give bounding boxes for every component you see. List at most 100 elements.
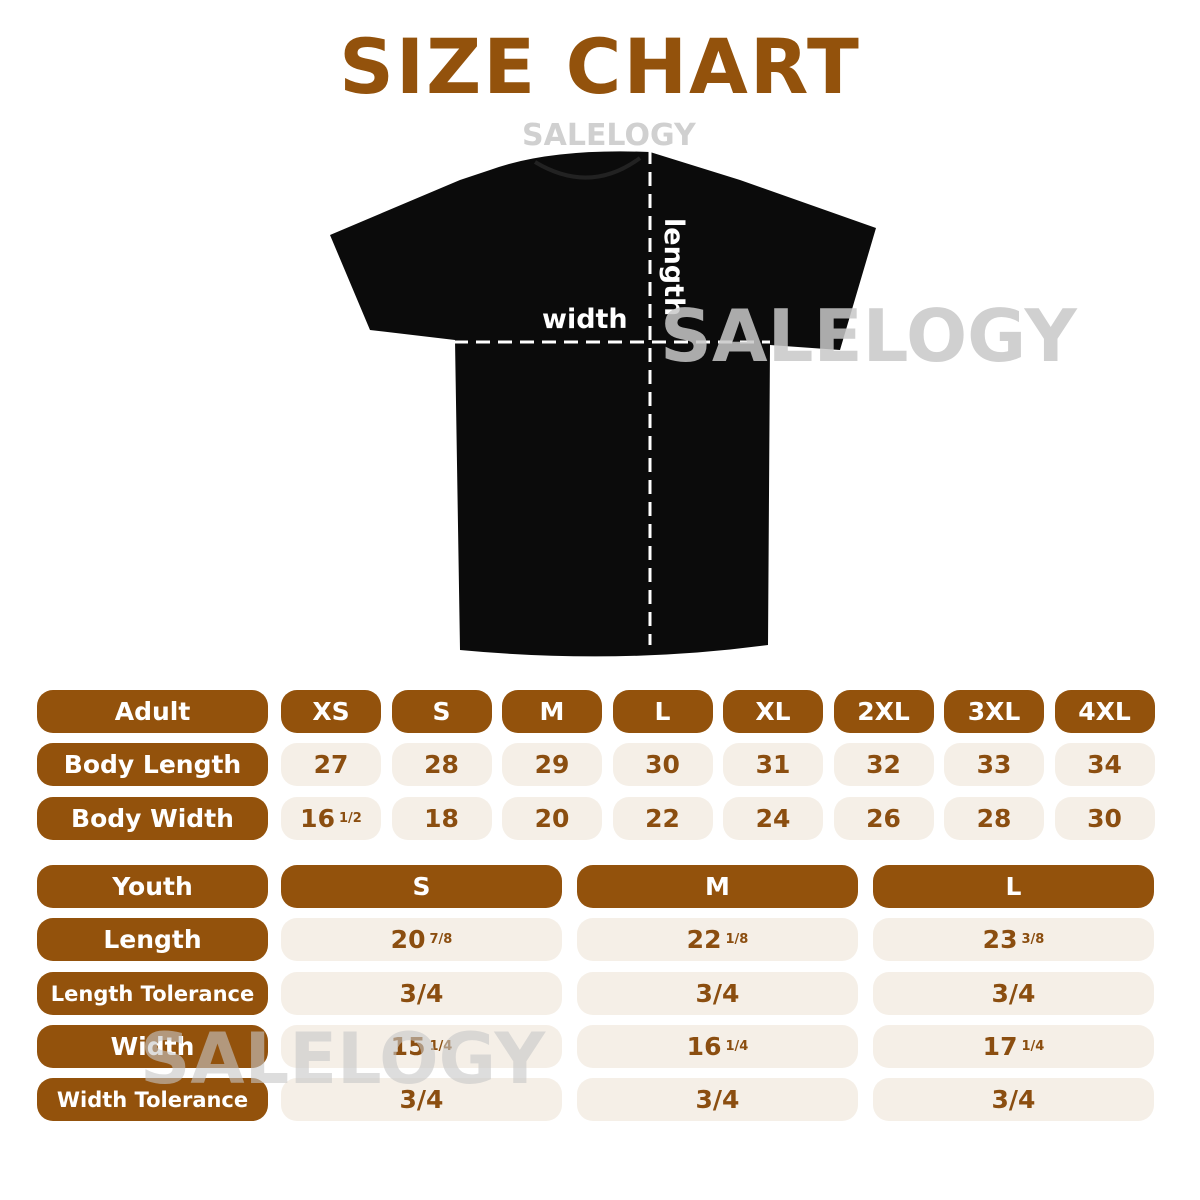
value-cell: 20 7/8 (281, 918, 562, 961)
cell-text: XS (312, 697, 350, 726)
cell-text: 20 (390, 925, 426, 954)
cell-text: Youth (112, 872, 193, 901)
value-cell: 3/4 (281, 972, 562, 1015)
cell-text: 34 (1087, 750, 1122, 779)
value-cell: 29 (502, 743, 602, 786)
size-header: S (391, 690, 492, 733)
cell-text: 16 (686, 1032, 722, 1061)
cell-text: Width (110, 1032, 195, 1061)
row-label: Body Width (37, 797, 268, 840)
cell-text: 30 (645, 750, 680, 779)
value-cell: 16 1/4 (577, 1025, 858, 1068)
cell-fraction: 1/4 (429, 1039, 453, 1054)
value-cell: 3/4 (577, 972, 858, 1015)
cell-text: 3/4 (695, 1085, 740, 1114)
row-label: Length Tolerance (37, 972, 268, 1015)
value-cell: 3/4 (577, 1078, 858, 1121)
adult-header: Adult (37, 690, 268, 733)
cell-text: 3/4 (399, 1085, 444, 1114)
value-cell: 18 (391, 797, 492, 840)
cell-text: 28 (424, 750, 459, 779)
cell-text: Body Width (71, 804, 234, 833)
row-label: Width (37, 1025, 268, 1068)
size-header: M (502, 690, 602, 733)
size-header: 3XL (944, 690, 1044, 733)
value-cell: 30 (1054, 797, 1155, 840)
cell-text: Width Tolerance (56, 1087, 249, 1112)
value-cell: 33 (944, 743, 1044, 786)
value-cell: 3/4 (873, 1078, 1154, 1121)
cell-text: 31 (755, 750, 791, 779)
cell-fraction: 7/8 (429, 932, 453, 947)
cell-text: 18 (424, 804, 459, 833)
value-cell: 15 1/4 (281, 1025, 562, 1068)
value-cell: 3/4 (873, 972, 1154, 1015)
cell-text: 3/4 (399, 979, 444, 1008)
value-cell: 16 1/2 (281, 797, 381, 840)
cell-text: 30 (1087, 804, 1122, 833)
size-header: 4XL (1054, 690, 1155, 733)
cell-text: 29 (534, 750, 570, 779)
row-label: Body Length (37, 743, 268, 786)
cell-text: 16 (300, 804, 335, 833)
cell-text: 33 (976, 750, 1012, 779)
cell-text: 2XL (857, 697, 910, 726)
cell-text: 26 (866, 804, 901, 833)
cell-text: 28 (976, 804, 1012, 833)
cell-fraction: 1/2 (338, 811, 362, 826)
watermark: SALELOGY (140, 1018, 546, 1100)
value-cell: 22 1/8 (577, 918, 858, 961)
cell-fraction: 3/8 (1021, 932, 1045, 947)
cell-text: L (654, 697, 671, 726)
value-cell: 32 (833, 743, 934, 786)
cell-text: Adult (114, 697, 191, 726)
value-cell: 17 1/4 (873, 1025, 1154, 1068)
cell-text: Length (103, 925, 202, 954)
value-cell: 20 (502, 797, 602, 840)
size-header: L (612, 690, 713, 733)
cell-text: M (705, 872, 730, 901)
value-cell: 30 (612, 743, 713, 786)
size-header: L (873, 865, 1154, 908)
cell-fraction: 1/4 (725, 1039, 749, 1054)
cell-text: 23 (982, 925, 1018, 954)
cell-text: M (539, 697, 565, 726)
cell-text: 3/4 (695, 979, 740, 1008)
value-cell: 28 (944, 797, 1044, 840)
size-header: 2XL (833, 690, 934, 733)
value-cell: 31 (723, 743, 823, 786)
cell-text: 15 (390, 1032, 426, 1061)
size-header: S (281, 865, 562, 908)
cell-text: 4XL (1078, 697, 1131, 726)
cell-text: 3/4 (991, 1085, 1036, 1114)
row-label: Width Tolerance (37, 1078, 268, 1121)
cell-text: 22 (645, 804, 680, 833)
size-header: XL (723, 690, 823, 733)
cell-text: XL (755, 697, 791, 726)
watermark: SALELOGY (522, 118, 696, 153)
watermark: SALELOGY (660, 294, 1077, 378)
value-cell: 28 (391, 743, 492, 786)
cell-text: 3XL (967, 697, 1021, 726)
cell-text: Length Tolerance (50, 981, 255, 1006)
cell-text: 20 (534, 804, 570, 833)
size-header: M (577, 865, 858, 908)
cell-text: 24 (755, 804, 791, 833)
cell-text: S (432, 697, 451, 726)
cell-text: 3/4 (991, 979, 1036, 1008)
row-label: Length (37, 918, 268, 961)
cell-text: 32 (866, 750, 901, 779)
cell-text: Body Length (63, 750, 242, 779)
page-title: SIZE CHART (339, 22, 861, 111)
size-header: XS (281, 690, 381, 733)
length-label: length (658, 218, 689, 316)
youth-header: Youth (37, 865, 268, 908)
cell-fraction: 1/8 (725, 932, 749, 947)
cell-text: 17 (982, 1032, 1018, 1061)
value-cell: 23 3/8 (873, 918, 1154, 961)
value-cell: 26 (833, 797, 934, 840)
value-cell: 27 (281, 743, 381, 786)
cell-text: L (1005, 872, 1022, 901)
cell-fraction: 1/4 (1021, 1039, 1045, 1054)
cell-text: 27 (313, 750, 349, 779)
